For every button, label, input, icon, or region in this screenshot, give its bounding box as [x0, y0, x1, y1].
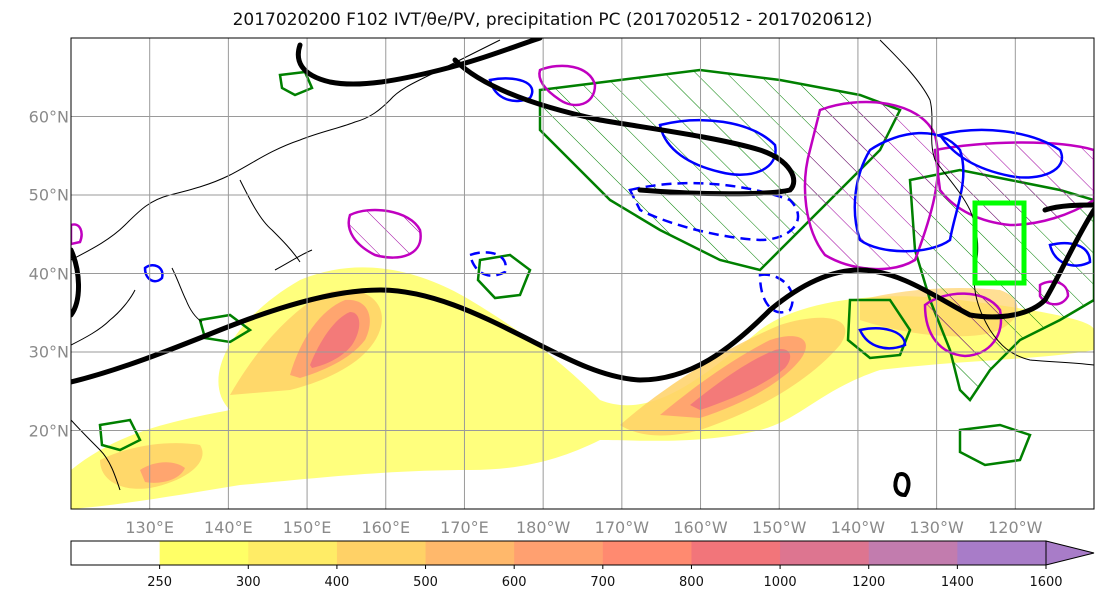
lon-label: 130°E [125, 518, 175, 537]
colorbar-swatch [425, 541, 515, 565]
colorbar-swatch [602, 541, 692, 565]
grid-lines [71, 38, 1094, 509]
lon-label: 120°W [988, 518, 1043, 537]
lat-label: 20°N [28, 421, 69, 440]
lon-label: 180°W [515, 518, 571, 537]
lon-label: 170°E [440, 518, 489, 537]
colorbar-tick-label: 700 [590, 575, 616, 590]
colorbar-tick-label: 1600 [1029, 575, 1063, 590]
lat-label: 60°N [28, 107, 69, 126]
highlight-box [972, 200, 1027, 286]
lon-label: 150°W [752, 518, 807, 537]
pv-contours [143, 77, 1092, 350]
colorbar-tick-label: 600 [501, 575, 527, 590]
colorbar-swatch [71, 541, 161, 565]
map-content [71, 38, 1094, 509]
lon-label: 140°W [830, 518, 886, 537]
colorbar-tick-label: 1400 [940, 575, 974, 590]
lon-label: 130°W [909, 518, 964, 537]
colorbar-swatch [514, 541, 604, 565]
colorbar-swatch [868, 541, 958, 565]
colorbar-swatch [248, 541, 338, 565]
lat-label: 40°N [28, 264, 69, 283]
pc-contours [71, 64, 1094, 358]
colorbar-swatch [336, 541, 427, 565]
lat-label: 30°N [28, 342, 69, 362]
colorbar-swatch [159, 541, 249, 565]
colorbar-swatch [691, 541, 781, 565]
colorbar-tick-label: 300 [235, 575, 261, 590]
map-frame [70, 37, 1095, 510]
lon-label: 160°E [361, 518, 411, 537]
colorbar-tick-label: 1200 [852, 575, 886, 590]
theta-e-contours [71, 38, 1094, 498]
colorbar-swatch [957, 541, 1047, 565]
lat-label: 50°N [28, 185, 69, 205]
coastlines [71, 39, 1094, 491]
colorbar-tick-label: 1000 [763, 575, 797, 590]
colorbar-frame [70, 540, 1047, 566]
colorbar-ticks: 250 300 400 500 600 700 800 1000 1200 1400 1600 [0, 575, 1105, 595]
lon-label: 170°W [594, 518, 650, 537]
lon-label: 150°E [282, 518, 332, 537]
lon-label: 160°W [673, 518, 728, 537]
ivt-filled-contours [71, 267, 1094, 509]
colorbar-tick-label: 500 [413, 575, 438, 590]
lon-label: 140°E [204, 518, 253, 537]
colorbar-extend-arrow [1045, 540, 1095, 566]
colorbar-swatch [780, 541, 870, 565]
colorbar-tick-label: 800 [679, 575, 704, 590]
colorbar-tick-label: 400 [324, 575, 350, 590]
colorbar [71, 541, 1047, 569]
colorbar-tick-label: 250 [147, 575, 173, 590]
chart-title: 2017020200 F102 IVT/θe/PV, precipitation… [232, 10, 873, 30]
